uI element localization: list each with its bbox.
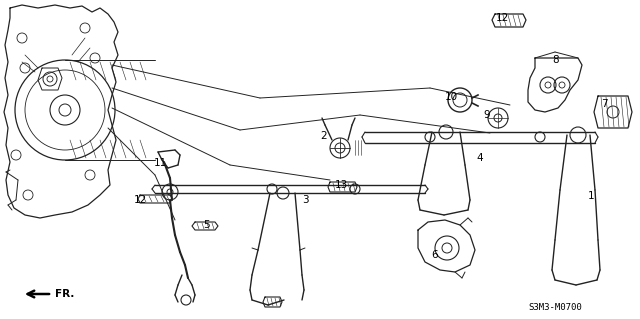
Text: 5: 5 [204,220,211,230]
Text: 6: 6 [432,250,438,260]
Text: 12: 12 [133,195,147,205]
Text: 4: 4 [477,153,483,163]
Text: S3M3-M0700: S3M3-M0700 [528,303,582,313]
Text: 12: 12 [495,13,509,23]
Text: 13: 13 [334,180,348,190]
Text: 7: 7 [601,99,607,109]
Text: 3: 3 [301,195,308,205]
Text: 8: 8 [553,55,559,65]
Text: 9: 9 [484,110,490,120]
Text: 1: 1 [588,191,595,201]
Text: 11: 11 [154,158,166,168]
Text: 2: 2 [321,131,327,141]
Text: 10: 10 [444,92,458,102]
Text: FR.: FR. [55,289,74,299]
